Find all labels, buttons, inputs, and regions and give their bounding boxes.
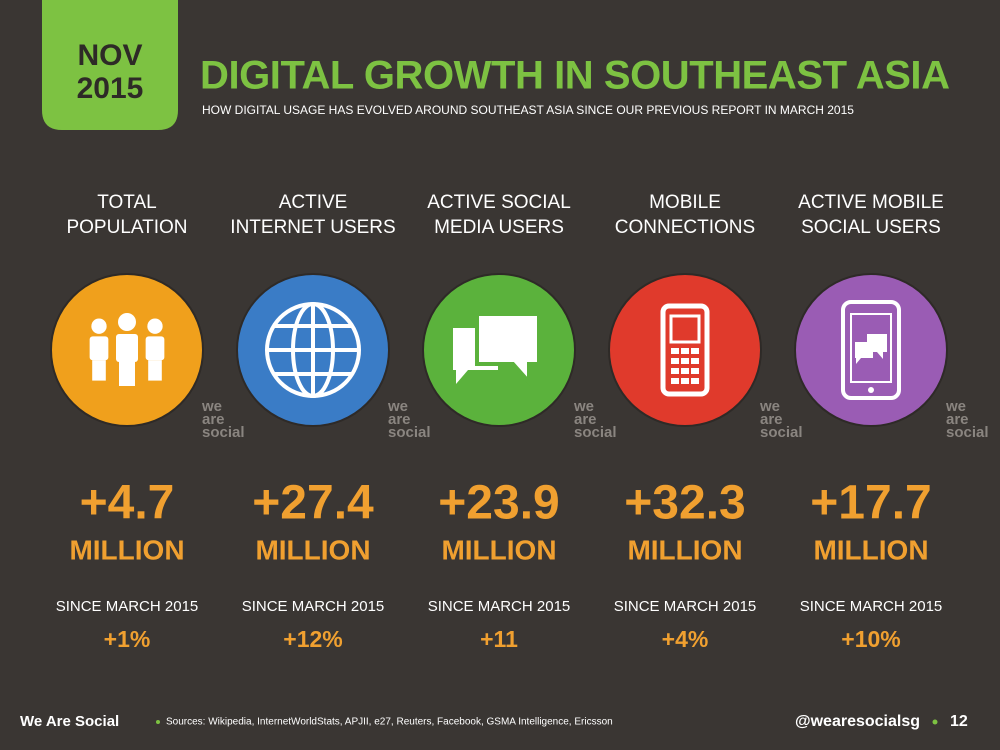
change: +1% — [104, 626, 151, 652]
date-badge — [42, 0, 178, 130]
icon-part — [671, 358, 679, 364]
icon-part — [475, 312, 541, 388]
icon-part — [671, 378, 679, 384]
column-label: ACTIVE — [279, 192, 348, 213]
icon — [794, 273, 948, 427]
column-label: SOCIAL USERS — [801, 217, 941, 238]
footer-sources: Sources: Wikipedia, InternetWorldStats, … — [166, 717, 613, 728]
watermark: are — [388, 411, 411, 428]
footer-handle: @wearesocialsg — [795, 713, 920, 730]
icon-part — [868, 387, 874, 393]
watermark: are — [760, 411, 783, 428]
value: +17.7 — [810, 477, 931, 530]
icon-part — [681, 378, 689, 384]
watermark: social — [946, 424, 989, 441]
subtitle: HOW DIGITAL USAGE HAS EVOLVED AROUND SOU… — [202, 103, 854, 117]
watermark: social — [760, 424, 803, 441]
icon-part — [867, 334, 887, 359]
icon-part — [669, 314, 701, 344]
value: +4.7 — [80, 477, 175, 530]
watermark: we — [759, 398, 780, 415]
since: SINCE MARCH 2015 — [614, 598, 757, 615]
column-label: MEDIA USERS — [434, 217, 564, 238]
since: SINCE MARCH 2015 — [800, 598, 943, 615]
icon-part — [681, 358, 689, 364]
icon-part — [148, 360, 162, 381]
column-label: ACTIVE SOCIAL — [427, 192, 571, 213]
column-label: POPULATION — [66, 217, 187, 238]
change: +12% — [283, 626, 342, 652]
icon — [236, 273, 390, 427]
title: DIGITAL GROWTH IN SOUTHEAST ASIA — [200, 54, 950, 98]
icon-part — [147, 318, 163, 334]
watermark: are — [202, 411, 225, 428]
icon-part — [118, 313, 136, 331]
footer-brand: We Are Social — [20, 713, 119, 730]
value: +27.4 — [252, 477, 374, 530]
icon-part — [92, 360, 106, 381]
page-number: 12 — [950, 713, 968, 730]
change: +4% — [662, 626, 709, 652]
unit: MILLION — [813, 534, 928, 565]
column-label: MOBILE — [649, 192, 721, 213]
watermark: are — [574, 411, 597, 428]
unit: MILLION — [69, 534, 184, 565]
icon-part — [116, 334, 138, 362]
icon-part — [91, 318, 107, 334]
icon — [50, 273, 204, 427]
unit: MILLION — [255, 534, 370, 565]
icon-part — [850, 313, 892, 383]
icon-part — [691, 358, 699, 364]
icon-part — [145, 336, 165, 361]
column-label: TOTAL — [97, 192, 156, 213]
icon-part — [660, 303, 710, 397]
icon — [608, 273, 762, 427]
icon — [422, 273, 576, 427]
change: +10% — [841, 626, 900, 652]
columns: TOTALPOPULATIONwearesocial+4.7MILLIONSIN… — [50, 192, 989, 652]
watermark: social — [202, 424, 245, 441]
watermark: social — [574, 424, 617, 441]
icon-part — [841, 300, 901, 400]
watermark: social — [388, 424, 431, 441]
unit: MILLION — [441, 534, 556, 565]
icon-part — [671, 348, 679, 354]
since: SINCE MARCH 2015 — [428, 598, 571, 615]
icon-part — [89, 336, 109, 361]
icon-part — [681, 348, 689, 354]
separator — [932, 719, 938, 725]
icon-part — [671, 368, 679, 374]
badge-month: NOV — [77, 39, 142, 72]
watermark: we — [573, 398, 594, 415]
separator — [156, 720, 160, 724]
since: SINCE MARCH 2015 — [242, 598, 385, 615]
icon-part — [119, 362, 135, 386]
watermark: we — [387, 398, 408, 415]
change: +11 — [480, 626, 518, 652]
watermark: we — [945, 398, 966, 415]
watermark: we — [201, 398, 222, 415]
column-label: CONNECTIONS — [615, 217, 755, 238]
icon-part — [691, 378, 699, 384]
value: +32.3 — [624, 477, 745, 530]
value: +23.9 — [438, 477, 559, 530]
icon-part — [691, 348, 699, 354]
badge-year: 2015 — [77, 72, 144, 105]
column-label: INTERNET USERS — [230, 217, 395, 238]
column-label: ACTIVE MOBILE — [798, 192, 944, 213]
watermark: are — [946, 411, 969, 428]
icon-part — [691, 368, 699, 374]
icon-part — [681, 368, 689, 374]
since: SINCE MARCH 2015 — [56, 598, 199, 615]
unit: MILLION — [627, 534, 742, 565]
